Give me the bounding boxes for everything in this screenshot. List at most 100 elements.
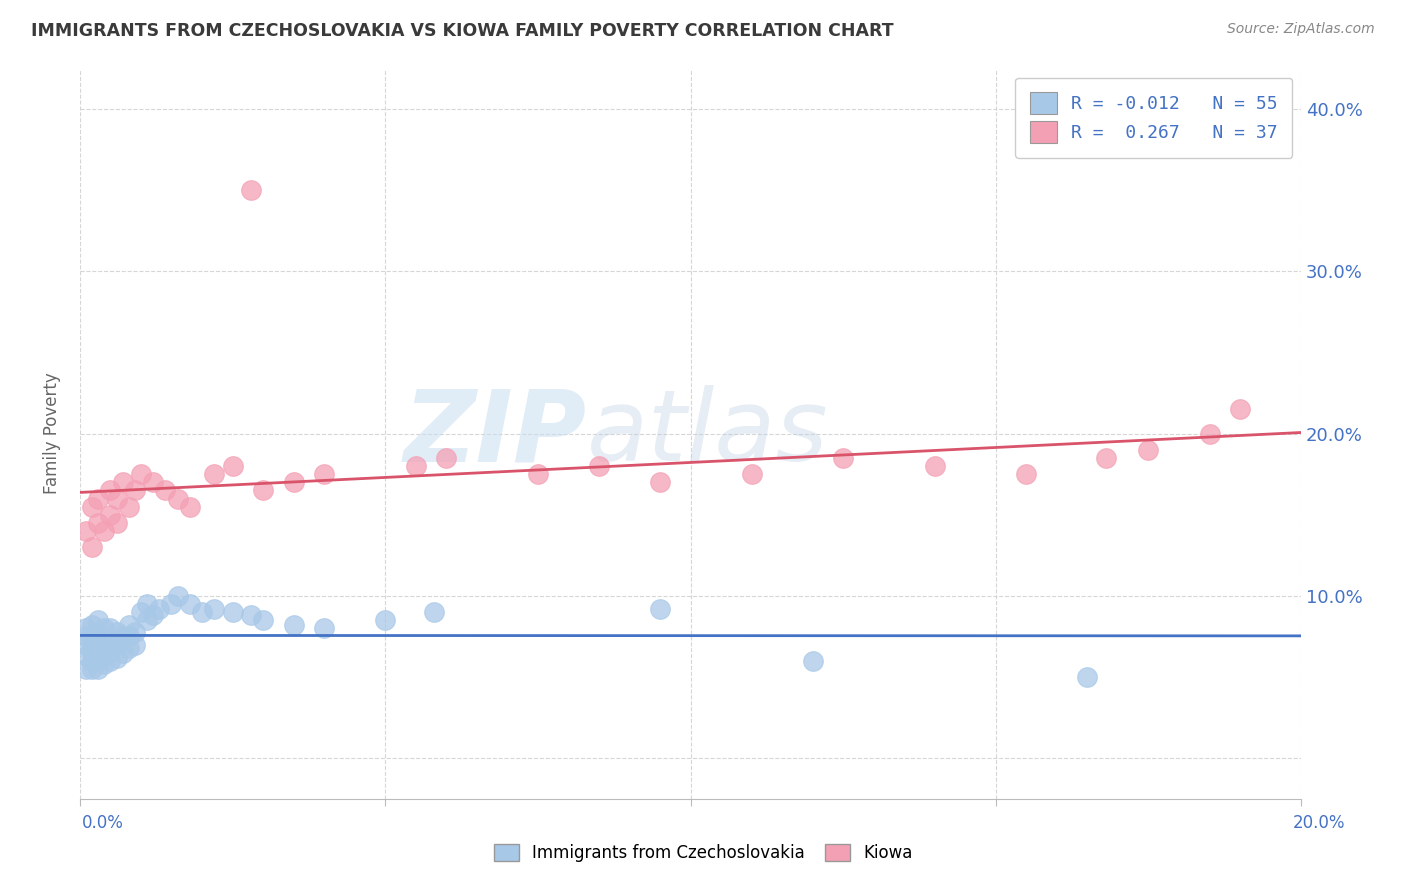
Point (129, 605, 152, 619)
Point (142, 608, 165, 623)
Point (118, 500, 141, 514)
Point (87, 516, 110, 530)
Point (124, 638, 146, 652)
Point (100, 621, 122, 635)
Point (105, 624, 128, 639)
Point (87, 638, 110, 652)
Point (423, 605, 446, 619)
Point (75, 524, 97, 538)
Text: ZIP: ZIP (404, 385, 586, 482)
Point (741, 467, 763, 482)
Point (148, 602, 170, 616)
Point (374, 613, 396, 627)
Point (202, 467, 225, 482)
Text: atlas: atlas (586, 385, 828, 482)
Point (111, 646, 134, 660)
Point (105, 650, 128, 665)
Point (283, 475, 305, 490)
Point (1229, 402, 1251, 417)
Point (166, 491, 188, 506)
Point (924, 458, 946, 473)
Point (136, 613, 159, 627)
Point (118, 629, 141, 643)
Text: 20.0%: 20.0% (1292, 814, 1346, 831)
Point (105, 638, 128, 652)
Point (75, 662, 97, 676)
Point (87, 491, 110, 506)
Point (136, 597, 159, 611)
Point (87, 654, 110, 668)
Point (111, 475, 134, 490)
Point (80, 618, 103, 632)
Point (118, 618, 141, 632)
Point (111, 629, 134, 643)
Point (252, 483, 274, 498)
Point (588, 458, 610, 473)
Point (80, 540, 103, 554)
Point (80, 500, 103, 514)
Point (100, 508, 122, 522)
Point (1198, 426, 1220, 441)
Point (124, 483, 146, 498)
Point (75, 621, 97, 635)
Point (93, 524, 115, 538)
Point (105, 491, 128, 506)
Point (75, 629, 97, 643)
Point (648, 602, 671, 616)
Point (93, 657, 115, 671)
Point (239, 183, 262, 197)
Point (80, 662, 103, 676)
Point (405, 458, 427, 473)
Point (80, 654, 103, 668)
Point (75, 648, 97, 663)
Point (155, 483, 177, 498)
Point (93, 638, 115, 652)
Y-axis label: Family Poverty: Family Poverty (44, 373, 60, 494)
Point (801, 654, 824, 668)
Point (75, 638, 97, 652)
Point (80, 646, 103, 660)
Point (179, 597, 201, 611)
Point (239, 608, 262, 623)
Point (1076, 670, 1098, 684)
Point (80, 638, 103, 652)
Point (105, 516, 128, 530)
Point (179, 500, 201, 514)
Point (1094, 450, 1116, 465)
Point (100, 646, 122, 660)
Point (87, 662, 110, 676)
Text: 0.0%: 0.0% (82, 814, 124, 831)
Point (87, 646, 110, 660)
Point (93, 621, 115, 635)
Point (124, 624, 146, 639)
Point (80, 629, 103, 643)
Point (252, 613, 274, 627)
Point (160, 597, 183, 611)
Point (202, 602, 225, 616)
Point (142, 475, 165, 490)
Point (283, 618, 305, 632)
Legend: R = -0.012   N = 55, R =  0.267   N = 37: R = -0.012 N = 55, R = 0.267 N = 37 (1015, 78, 1292, 158)
Point (87, 613, 110, 627)
Point (100, 654, 122, 668)
Point (191, 605, 214, 619)
Point (221, 605, 243, 619)
Point (87, 624, 110, 639)
Point (100, 634, 122, 648)
Point (129, 467, 152, 482)
Text: IMMIGRANTS FROM CZECHOSLOVAKIA VS KIOWA FAMILY POVERTY CORRELATION CHART: IMMIGRANTS FROM CZECHOSLOVAKIA VS KIOWA … (31, 22, 894, 40)
Point (314, 621, 336, 635)
Point (434, 450, 457, 465)
Point (314, 467, 336, 482)
Point (93, 648, 115, 663)
Point (221, 458, 243, 473)
Point (832, 450, 855, 465)
Point (1137, 442, 1160, 457)
Point (100, 483, 122, 498)
Point (1015, 467, 1038, 482)
Legend: Immigrants from Czechoslovakia, Kiowa: Immigrants from Czechoslovakia, Kiowa (485, 836, 921, 871)
Point (118, 640, 141, 655)
Text: Source: ZipAtlas.com: Source: ZipAtlas.com (1227, 22, 1375, 37)
Point (166, 589, 188, 603)
Point (648, 475, 671, 490)
